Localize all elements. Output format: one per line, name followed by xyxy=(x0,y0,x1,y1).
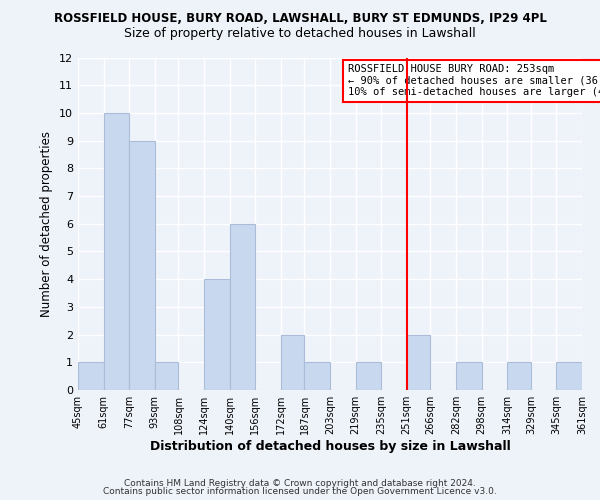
Bar xyxy=(155,362,178,390)
Bar xyxy=(281,334,304,390)
Text: ROSSFIELD HOUSE, BURY ROAD, LAWSHALL, BURY ST EDMUNDS, IP29 4PL: ROSSFIELD HOUSE, BURY ROAD, LAWSHALL, BU… xyxy=(53,12,547,26)
Text: Contains HM Land Registry data © Crown copyright and database right 2024.: Contains HM Land Registry data © Crown c… xyxy=(124,478,476,488)
Bar xyxy=(129,140,155,390)
Text: Contains public sector information licensed under the Open Government Licence v3: Contains public sector information licen… xyxy=(103,488,497,496)
Text: Size of property relative to detached houses in Lawshall: Size of property relative to detached ho… xyxy=(124,28,476,40)
Bar xyxy=(407,334,430,390)
Bar xyxy=(556,362,582,390)
Bar xyxy=(230,224,255,390)
Bar xyxy=(356,362,381,390)
Y-axis label: Number of detached properties: Number of detached properties xyxy=(40,130,53,317)
X-axis label: Distribution of detached houses by size in Lawshall: Distribution of detached houses by size … xyxy=(149,440,511,453)
Bar xyxy=(78,362,104,390)
Bar xyxy=(304,362,330,390)
Bar xyxy=(204,279,230,390)
Text: ROSSFIELD HOUSE BURY ROAD: 253sqm
← 90% of detached houses are smaller (36)
10% : ROSSFIELD HOUSE BURY ROAD: 253sqm ← 90% … xyxy=(347,64,600,98)
Bar xyxy=(104,113,129,390)
Bar xyxy=(507,362,531,390)
Bar xyxy=(456,362,482,390)
